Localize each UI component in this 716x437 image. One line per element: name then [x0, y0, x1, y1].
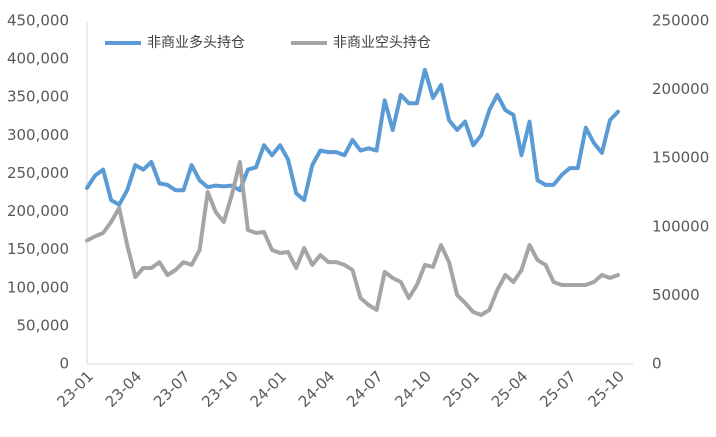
legend-label: 非商业空头持仓	[333, 35, 431, 51]
y2-tick-label: 150000	[652, 149, 709, 167]
y2-tick-label: 50000	[652, 286, 700, 304]
y-tick-label: 300,000	[7, 126, 69, 144]
x-tick-label: 25-10	[584, 367, 628, 411]
x-tick-label: 23-07	[150, 367, 194, 411]
y-tick-label: 450,000	[7, 12, 69, 30]
x-tick-label: 23-04	[102, 367, 146, 411]
y-tick-label: 350,000	[7, 88, 69, 106]
x-tick-label: 25-04	[488, 367, 532, 411]
y-tick-label: 100,000	[7, 278, 69, 296]
x-tick-label: 24-04	[295, 367, 339, 411]
y-tick-label: 250,000	[7, 164, 69, 182]
x-tick-label: 25-07	[536, 367, 580, 411]
x-tick-label: 23-10	[198, 367, 242, 411]
y-tick-label: 200,000	[7, 202, 69, 220]
y2-tick-label: 0	[652, 355, 662, 373]
legend-label: 非商业多头持仓	[147, 34, 245, 51]
y-tick-label: 150,000	[7, 240, 69, 258]
x-tick-label: 24-10	[391, 367, 435, 411]
y-tick-label: 50,000	[17, 316, 70, 334]
legend: 非商业多头持仓 非商业空头持仓	[105, 34, 431, 51]
series-line	[85, 67, 620, 207]
y-tick-label: 0	[59, 355, 69, 373]
y2-tick-label: 250000	[652, 12, 709, 30]
x-tick-label: 24-07	[343, 367, 387, 411]
x-tick-label: 25-01	[440, 367, 484, 411]
x-tick-label: 24-01	[247, 367, 291, 411]
y2-tick-label: 200000	[652, 80, 709, 98]
series-line	[85, 160, 620, 317]
y2-tick-label: 100000	[652, 217, 709, 235]
y-tick-label: 400,000	[7, 50, 69, 68]
x-tick-label: 23-01	[53, 367, 97, 411]
